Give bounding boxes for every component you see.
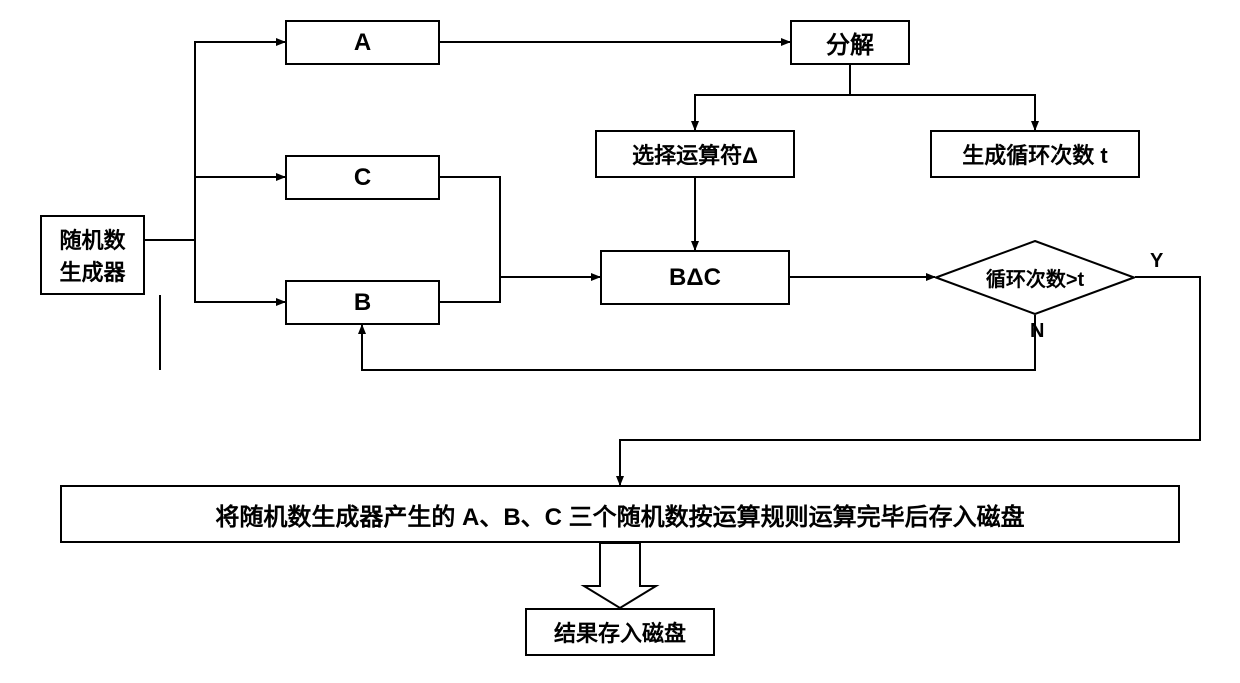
N-label: N <box>1030 320 1044 343</box>
Y-label: Y <box>1150 250 1163 273</box>
C-node: C <box>285 155 440 200</box>
rng-node: 随机数 生成器 <box>40 215 145 295</box>
store-desc-node: 将随机数生成器产生的 A、B、C 三个随机数按运算规则运算完毕后存入磁盘 <box>60 485 1180 543</box>
select-op-node: 选择运算符Δ <box>595 130 795 178</box>
decompose-node: 分解 <box>790 20 910 65</box>
A-node: A <box>285 20 440 65</box>
result-node: 结果存入磁盘 <box>525 608 715 656</box>
gen-t-node: 生成循环次数 t <box>930 130 1140 178</box>
B-node: B <box>285 280 440 325</box>
bdc-node: BΔC <box>600 250 790 305</box>
edges-layer <box>0 0 1240 683</box>
decision-node: 循环次数>t <box>935 240 1135 315</box>
decision-label: 循环次数>t <box>935 240 1135 315</box>
